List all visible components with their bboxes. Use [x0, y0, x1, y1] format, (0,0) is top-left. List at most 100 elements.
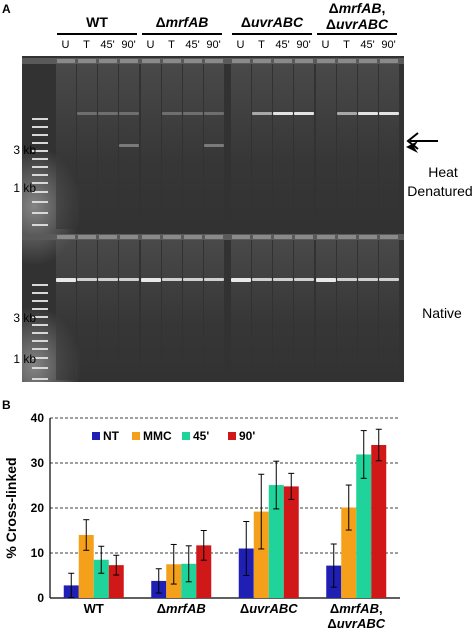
gel-well	[141, 235, 160, 239]
strain-underline-0	[57, 33, 137, 35]
x-tick-label-0: WT	[84, 601, 104, 616]
gel-lane-smear	[203, 240, 224, 380]
gel-well	[98, 59, 117, 63]
x-tick-label-3-line2: ΔuvrABC	[327, 616, 385, 631]
ladder-band	[32, 357, 48, 359]
crosslink-band	[161, 112, 182, 115]
strain-label-3-line1: ΔmrfAB,	[328, 0, 386, 16]
ladder-band	[32, 126, 48, 128]
gel-lane-smear	[315, 240, 336, 380]
gel-well	[252, 235, 271, 239]
native-band	[140, 278, 161, 282]
gel-lane-smear	[140, 240, 161, 380]
lane-label-0-0: U	[61, 39, 70, 51]
gel-well	[204, 235, 223, 239]
native-band	[161, 278, 182, 281]
crosslink-band	[251, 112, 272, 115]
bar-0-2	[93, 559, 109, 598]
native-band	[182, 278, 203, 281]
lane-label-3-0: U	[321, 39, 330, 51]
ladder-band	[32, 201, 48, 203]
heat-label-line1: Heat	[428, 164, 458, 180]
strain-underline-2	[232, 33, 312, 35]
gel-well	[358, 235, 377, 239]
gel-well	[162, 235, 181, 239]
size-marker-1kb-bottom: 1 kb	[13, 352, 36, 366]
lane-label-2-3: 90'	[296, 39, 311, 51]
ladder-band	[32, 378, 48, 380]
crosslink-band	[76, 112, 97, 115]
lane-label-1-0: U	[146, 39, 155, 51]
bar-2-3	[283, 486, 299, 598]
gel-lane-smear	[140, 64, 161, 229]
lane-label-3-3: 90'	[381, 39, 396, 51]
strain-label-1: ΔmrfAB	[155, 14, 209, 30]
gel-lane-smear	[182, 240, 203, 380]
strain-label-2: ΔuvrABC	[240, 14, 304, 30]
ladder-band	[32, 300, 48, 302]
crosslink-band	[272, 112, 293, 115]
gel-well	[231, 59, 250, 63]
ladder-band	[32, 191, 48, 193]
gel-lane-smear	[336, 64, 357, 229]
arrow-icon	[406, 132, 438, 150]
gel-lane-smear	[336, 240, 357, 380]
x-tick-label-3: ΔmrfAB,	[330, 601, 383, 616]
gel-well	[358, 59, 377, 63]
size-marker-1kb-top: 1 kb	[13, 181, 36, 195]
gel-lane-smear	[251, 240, 272, 380]
lane-label-1-3: 90'	[206, 39, 221, 51]
gel-lane-smear	[272, 64, 293, 229]
crosslink-band	[293, 112, 314, 115]
native-band	[251, 278, 272, 281]
gel-lane-smear	[357, 240, 378, 380]
gel-well	[77, 59, 96, 63]
gel-lane-smear	[97, 240, 118, 380]
lane-label-0-2: 45'	[100, 39, 115, 51]
gel-well	[98, 235, 117, 239]
bar-2-1	[253, 511, 269, 598]
legend-swatch-1	[132, 432, 140, 440]
lane-label-0-3: 90'	[121, 39, 136, 51]
bar-3-1	[341, 507, 357, 598]
lane-label-2-1: T	[258, 39, 265, 51]
gel-well	[379, 235, 398, 239]
y-tick-label: 10	[31, 546, 45, 560]
gel-lane-smear	[55, 240, 76, 380]
gel-lane-smear	[76, 240, 97, 380]
gel-lane-smear	[315, 64, 336, 229]
ladder-band	[32, 367, 48, 369]
gel-well	[56, 59, 75, 63]
gel-lane-smear	[251, 64, 272, 229]
heat-label-line2: Denatured	[407, 183, 473, 199]
gel-well	[183, 235, 202, 239]
panel-b-letter: B	[2, 398, 11, 412]
legend-label-0: NT	[103, 429, 120, 443]
gel-well	[337, 59, 356, 63]
arrowhead-band	[203, 144, 224, 147]
y-tick-label: 0	[37, 591, 44, 605]
crosslink-band	[97, 112, 118, 115]
gel-lane-smear	[293, 64, 314, 229]
bar-3-3	[371, 445, 387, 598]
native-band	[230, 278, 251, 282]
native-band	[272, 278, 293, 281]
gel-lane-smear	[230, 240, 251, 380]
lane-label-1-1: T	[168, 39, 175, 51]
gel-lane-smear	[161, 64, 182, 229]
ladder-band	[32, 118, 48, 120]
gel-lane-smear	[161, 240, 182, 380]
gel-lane-smear	[118, 240, 139, 380]
gel-lane-smear	[230, 64, 251, 229]
crosslink-band	[378, 112, 399, 115]
gel-well	[273, 59, 292, 63]
ladder-band	[32, 284, 48, 286]
native-band	[118, 278, 139, 281]
gel-well	[141, 59, 160, 63]
size-marker-3kb-top: 3 kb	[13, 143, 36, 157]
bar-0-1	[78, 535, 94, 598]
lane-label-3-2: 45'	[360, 39, 375, 51]
gel-well	[379, 59, 398, 63]
gel-lane-smear	[76, 64, 97, 229]
